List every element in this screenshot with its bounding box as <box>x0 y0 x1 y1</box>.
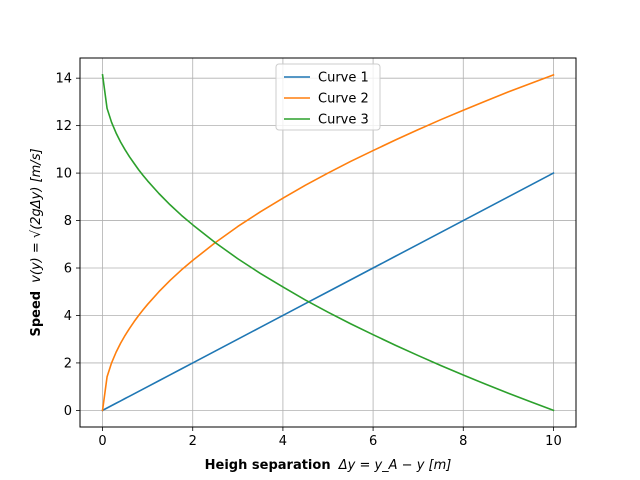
x-tick-label: 2 <box>189 434 197 449</box>
series-lines <box>101 73 555 412</box>
y-axis-label: Speed v(y) = √(2gΔy) [m/s] <box>29 148 44 336</box>
y-tick-label: 2 <box>64 356 72 371</box>
legend-label-2: Curve 2 <box>318 92 369 107</box>
y-tick-label: 14 <box>55 72 72 87</box>
x-axis-label: Heigh separation Δy = y_A − y [m] <box>205 458 452 473</box>
y-tick-label: 8 <box>64 214 72 229</box>
series-line-1 <box>101 172 555 412</box>
series-line-3 <box>101 73 555 412</box>
y-tick-label: 6 <box>64 262 72 277</box>
legend-label-1: Curve 1 <box>318 71 369 86</box>
legend: Curve 1 Curve 2 Curve 3 <box>275 63 381 131</box>
y-tick-label: 10 <box>55 167 72 182</box>
x-axis-label-math: Δy = y_A − y [m] <box>338 458 452 473</box>
plot-frame <box>79 57 577 428</box>
x-tick-label: 4 <box>279 434 287 449</box>
y-tick-label: 12 <box>55 119 72 134</box>
axis-ticks: 0 2 4 6 8 10 0 2 4 6 8 10 12 14 <box>55 72 561 449</box>
legend-box <box>275 63 381 131</box>
x-tick-label: 0 <box>98 434 106 449</box>
y-axis-label-math: v(y) = √(2gΔy) [m/s] <box>29 148 44 282</box>
y-tick-label: 4 <box>64 309 72 324</box>
legend-label-3: Curve 3 <box>318 113 369 128</box>
x-axis-label-bold: Heigh separation <box>205 458 331 473</box>
y-tick-label: 0 <box>64 404 72 419</box>
x-tick-label: 6 <box>369 434 377 449</box>
y-axis-label-bold: Speed <box>29 291 44 337</box>
x-tick-label: 10 <box>545 434 562 449</box>
x-tick-label: 8 <box>459 434 467 449</box>
